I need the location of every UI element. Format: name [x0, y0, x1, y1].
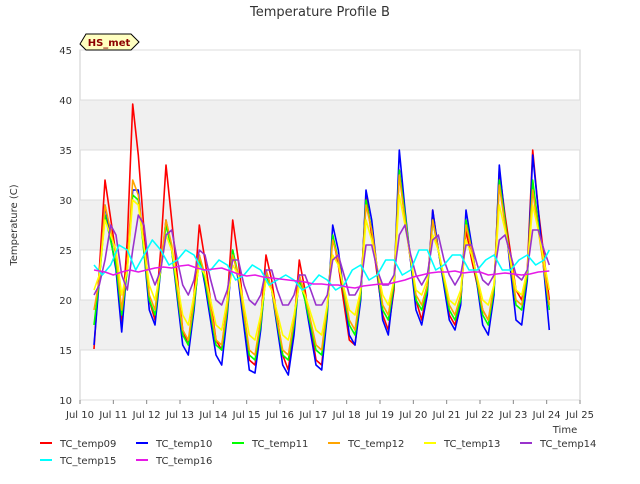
y-tick-label: 40 [59, 96, 72, 107]
y-tick-label: 15 [59, 346, 72, 357]
x-tick-label: Jul 12 [132, 410, 161, 421]
y-tick-label: 45 [59, 46, 72, 57]
legend-label: TC_temp11 [251, 439, 308, 450]
legend-label: TC_temp13 [443, 439, 500, 450]
x-axis-label: Time [552, 425, 577, 436]
x-tick-label: Jul 19 [365, 410, 394, 421]
y-tick-label: 25 [59, 246, 72, 257]
x-tick-label: Jul 16 [265, 410, 294, 421]
hs-met-annotation: HS_met [79, 33, 140, 51]
x-tick-label: Jul 25 [565, 410, 594, 421]
series-line-tc-temp14 [93, 214, 551, 306]
x-tick-label: Jul 21 [432, 410, 461, 421]
x-tick-label: Jul 24 [532, 410, 561, 421]
series-layer [93, 103, 551, 376]
x-tick-label: Jul 20 [398, 410, 427, 421]
legend-label: TC_temp09 [59, 439, 116, 450]
legend-label: TC_temp16 [155, 456, 212, 467]
grid-band [80, 300, 580, 350]
annotation-box [79, 33, 140, 51]
grid-band [80, 100, 580, 150]
series-line-tc-temp13 [93, 194, 551, 341]
x-tick-label: Jul 10 [65, 410, 94, 421]
legend-item: TC_temp13 [424, 439, 500, 450]
legend-item: TC_temp10 [136, 439, 212, 450]
legend-item: TC_temp09 [40, 439, 116, 450]
legend-label: TC_temp12 [347, 439, 404, 450]
x-tick-label: Jul 18 [332, 410, 361, 421]
x-tick-label: Jul 14 [198, 410, 227, 421]
legend-item: TC_temp11 [232, 439, 308, 450]
legend-label: TC_temp10 [155, 439, 212, 450]
series-line-tc-temp12 [93, 174, 551, 356]
x-tick-label: Jul 11 [98, 410, 127, 421]
x-tick-label: Jul 23 [498, 410, 527, 421]
series-line-tc-temp16 [93, 264, 550, 289]
y-axis-label: Temperature (C) [9, 184, 20, 266]
legend-label: TC_temp15 [59, 456, 116, 467]
legend-item: TC_temp14 [520, 439, 596, 450]
y-axis: 10 15 20 25 30 35 40 45 [59, 46, 72, 407]
y-tick-label: 30 [59, 196, 72, 207]
x-tick-label: Jul 15 [232, 410, 261, 421]
legend-label: TC_temp14 [539, 439, 596, 450]
x-tick-label: Jul 13 [165, 410, 194, 421]
legend-item: TC_temp12 [328, 439, 404, 450]
chart-title: Temperature Profile B [249, 5, 390, 20]
x-axis: Jul 10 Jul 11 Jul 12 Jul 13 Jul 14 Jul 15 Jul … [65, 400, 594, 421]
legend-item: TC_temp16 [136, 456, 212, 467]
series-line-tc-temp15 [93, 239, 551, 291]
y-tick-label: 35 [59, 146, 72, 157]
annotation-text: HS_met [88, 38, 131, 49]
y-tick-label: 10 [59, 396, 72, 407]
x-tick-label: Jul 22 [465, 410, 494, 421]
x-tick-label: Jul 17 [298, 410, 327, 421]
legend-item: TC_temp15 [40, 456, 116, 467]
y-tick-label: 20 [59, 296, 72, 307]
legend: TC_temp09 TC_temp10 TC_temp11 TC_temp12 TC_t… [40, 439, 596, 467]
